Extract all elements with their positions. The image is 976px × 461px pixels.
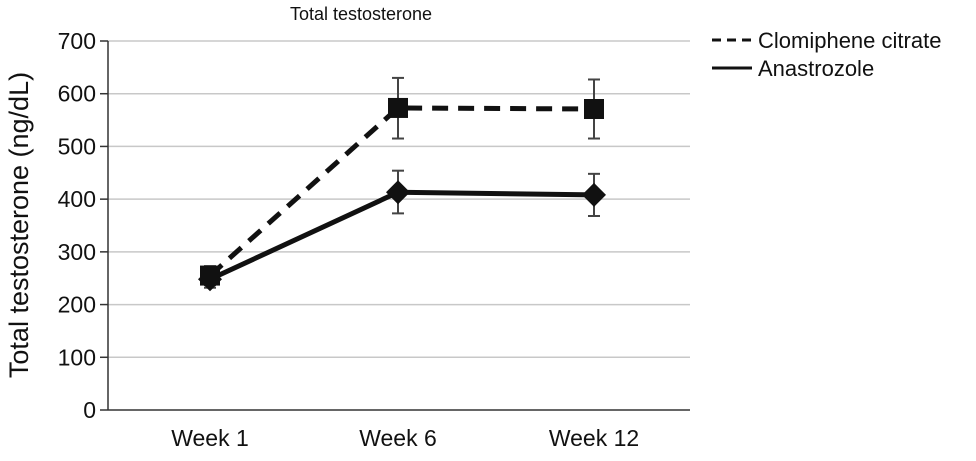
legend: Clomiphene citrate Anastrozole xyxy=(712,28,941,81)
y-tick-labels: 0 100 200 300 400 500 600 700 xyxy=(58,28,96,423)
y-tick-label: 200 xyxy=(58,292,96,318)
y-axis-label: Total testosterone (ng/dL) xyxy=(4,72,34,378)
x-tick-label: Week 12 xyxy=(549,425,639,451)
series-line-1 xyxy=(208,189,595,282)
data-point-square xyxy=(584,99,604,120)
y-tick-label: 400 xyxy=(58,186,96,212)
y-tick-label: 700 xyxy=(58,28,96,54)
x-tick-label: Week 6 xyxy=(359,425,437,451)
series-line-0 xyxy=(208,105,595,278)
x-tick-label: Week 1 xyxy=(171,425,249,451)
y-tick-label: 0 xyxy=(83,397,96,423)
axes xyxy=(100,40,690,411)
data-point-diamond xyxy=(386,180,410,205)
data-point-diamond xyxy=(198,267,222,292)
y-tick-label: 100 xyxy=(58,344,96,370)
chart-title: Total testosterone xyxy=(290,4,432,24)
legend-label-1: Anastrozole xyxy=(758,56,874,81)
data-point-diamond xyxy=(582,182,606,207)
x-tick-labels: Week 1 Week 6 Week 12 xyxy=(171,425,639,451)
legend-label-0: Clomiphene citrate xyxy=(758,28,941,53)
data-points xyxy=(198,97,606,292)
y-tick-label: 500 xyxy=(58,133,96,159)
y-tick-label: 600 xyxy=(58,81,96,107)
data-point-square xyxy=(388,97,408,118)
y-tick-label: 300 xyxy=(58,239,96,265)
